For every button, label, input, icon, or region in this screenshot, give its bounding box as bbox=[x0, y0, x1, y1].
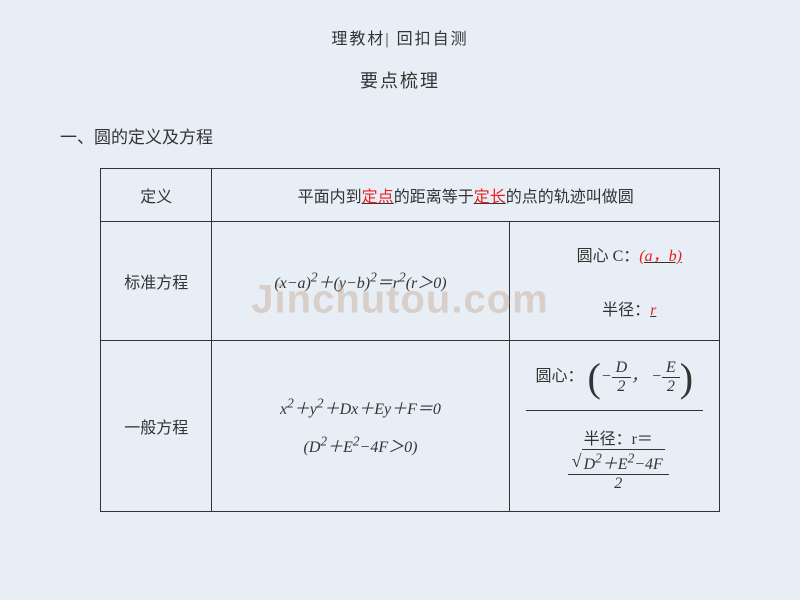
std-formula: (x−a)2＋(y−b)2＝r2(r＞0) bbox=[274, 275, 446, 292]
std-radius-label: 半径： bbox=[602, 302, 650, 319]
spacer bbox=[228, 419, 492, 433]
definition-table: 定义 平面内到定点的距离等于定长的点的轨迹叫做圆 标准方程 (x−a)2＋(y−… bbox=[100, 168, 720, 512]
def-suffix: 的点的轨迹叫做圆 bbox=[506, 189, 634, 206]
gen-center: 圆心： ( −D2， −E2 ) bbox=[526, 353, 703, 402]
cell-general-formula: x2＋y2＋Dx＋Ey＋F＝0 (D2＋E2−4F＞0) bbox=[212, 341, 509, 512]
gen-center-label: 圆心： bbox=[535, 368, 583, 385]
cell-standard-formula: (x−a)2＋(y−b)2＝r2(r＞0) bbox=[212, 222, 509, 341]
std-radius-value: r bbox=[650, 302, 656, 319]
header-section: 理教材| 回扣自测 要点梳理 bbox=[0, 0, 800, 93]
def-red2: 定长 bbox=[474, 189, 506, 206]
header-line2: 要点梳理 bbox=[0, 67, 800, 93]
spacer bbox=[526, 272, 703, 290]
def-mid: 的距离等于 bbox=[394, 189, 474, 206]
sqrt: √ D2＋E2−4F bbox=[572, 449, 665, 474]
def-prefix: 平面内到 bbox=[298, 189, 362, 206]
gen-radius-top: √ D2＋E2−4F bbox=[568, 449, 669, 475]
def-red1: 定点 bbox=[362, 189, 394, 206]
cell-definition-content: 平面内到定点的距离等于定长的点的轨迹叫做圆 bbox=[212, 169, 720, 222]
std-radius: 半径：r bbox=[526, 290, 703, 326]
sqrt-sign: √ bbox=[572, 451, 582, 472]
row-definition: 定义 平面内到定点的距离等于定长的点的轨迹叫做圆 bbox=[101, 169, 720, 222]
std-center: 圆心 C：(a，b) bbox=[526, 236, 703, 272]
row-standard: 标准方程 (x−a)2＋(y−b)2＝r2(r＞0) 圆心 C：(a，b) 半径… bbox=[101, 222, 720, 341]
header-line1: 理教材| 回扣自测 bbox=[0, 25, 800, 49]
cell-general-right: 圆心： ( −D2， −E2 ) 半径：r＝ bbox=[509, 341, 719, 512]
gen-center-content: −D2， −E2 bbox=[601, 359, 680, 396]
left-paren: ( bbox=[587, 368, 600, 388]
gen-formula1: x2＋y2＋Dx＋Ey＋F＝0 bbox=[228, 395, 492, 419]
section-title: 一、圆的定义及方程 bbox=[60, 123, 800, 148]
cell-standard-right: 圆心 C：(a，b) 半径：r bbox=[509, 222, 719, 341]
gen-radius: 半径：r＝ √ D2＋E2−4F 2 bbox=[526, 419, 703, 499]
cell-general-label: 一般方程 bbox=[101, 341, 212, 512]
gen-formula2: (D2＋E2−4F＞0) bbox=[228, 433, 492, 457]
gen-radius-frac: √ D2＋E2−4F 2 bbox=[568, 449, 669, 493]
gen-radius-label: 半径：r＝ bbox=[584, 431, 653, 448]
cell-definition-label: 定义 bbox=[101, 169, 212, 222]
right-paren: ) bbox=[680, 368, 693, 388]
gen-center-paren: ( −D2， −E2 ) bbox=[587, 359, 693, 396]
cell-standard-label: 标准方程 bbox=[101, 222, 212, 341]
table-container: 定义 平面内到定点的距离等于定长的点的轨迹叫做圆 标准方程 (x−a)2＋(y−… bbox=[100, 168, 720, 512]
row-general: 一般方程 x2＋y2＋Dx＋Ey＋F＝0 (D2＋E2−4F＞0) 圆心： ( … bbox=[101, 341, 720, 512]
divider-line bbox=[526, 410, 703, 411]
sqrt-content: D2＋E2−4F bbox=[582, 449, 665, 474]
std-center-label: 圆心 C： bbox=[577, 248, 640, 265]
std-center-value: (a，b) bbox=[639, 248, 682, 265]
gen-radius-bot: 2 bbox=[568, 475, 669, 493]
